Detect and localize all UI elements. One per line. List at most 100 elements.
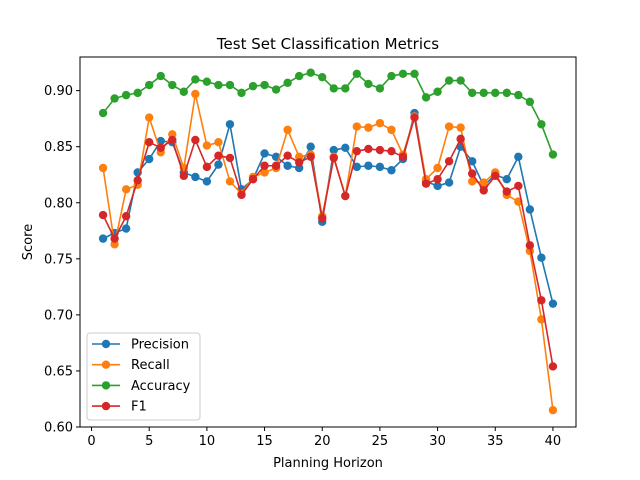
- data-point-precision: [202, 177, 212, 186]
- data-point-recall: [387, 125, 396, 135]
- x-tick-label: 5: [145, 434, 153, 449]
- data-point-accuracy: [145, 80, 154, 90]
- data-point-accuracy: [121, 90, 131, 100]
- data-point-accuracy: [410, 69, 419, 79]
- data-point-f1: [491, 171, 500, 181]
- legend-item-recall: Recall: [92, 358, 170, 373]
- data-point-accuracy: [179, 87, 189, 96]
- data-point-f1: [202, 162, 212, 172]
- data-point-accuracy: [387, 71, 396, 81]
- data-point-accuracy: [433, 87, 442, 96]
- data-point-f1: [121, 212, 131, 221]
- series-accuracy: [98, 68, 558, 159]
- legend-item-accuracy: Accuracy: [92, 379, 191, 394]
- data-point-precision: [537, 253, 546, 262]
- data-point-accuracy: [156, 71, 165, 81]
- data-point-f1: [479, 186, 488, 195]
- data-point-f1: [306, 152, 315, 161]
- y-tick-label: 0.90: [44, 84, 73, 99]
- data-point-f1: [444, 157, 454, 166]
- data-point-f1: [341, 191, 350, 201]
- data-point-recall: [98, 163, 108, 173]
- legend-item-f1: F1: [92, 400, 147, 415]
- series-f1: [98, 113, 558, 371]
- legend-swatch-marker: [101, 401, 111, 411]
- data-point-f1: [214, 151, 223, 160]
- data-point-precision: [156, 136, 165, 146]
- series-precision: [98, 108, 558, 308]
- x-tick-label: 30: [429, 434, 446, 449]
- data-point-recall: [433, 163, 442, 173]
- data-point-precision: [433, 181, 442, 191]
- y-axis-title: Score: [21, 224, 36, 260]
- data-point-precision: [260, 149, 269, 158]
- data-point-accuracy: [271, 85, 281, 94]
- data-point-precision: [548, 299, 558, 308]
- x-tick-label: 0: [87, 434, 95, 449]
- series-line-f1: [102, 116, 554, 367]
- data-point-accuracy: [260, 80, 269, 90]
- data-point-f1: [467, 169, 477, 178]
- data-point-f1: [225, 153, 235, 163]
- series-layer: [98, 68, 558, 415]
- data-point-f1: [145, 138, 154, 147]
- data-point-recall: [467, 177, 477, 186]
- y-tick-label: 0.65: [44, 364, 73, 379]
- data-point-f1: [168, 135, 177, 145]
- data-point-f1: [260, 161, 269, 170]
- data-point-accuracy: [283, 78, 292, 87]
- data-point-accuracy: [456, 76, 465, 85]
- data-point-f1: [375, 145, 385, 155]
- data-point-precision: [364, 161, 373, 170]
- y-axis-ticks: 0.60 0.65 0.70 0.75 0.80 0.85 0.90: [44, 84, 80, 436]
- x-axis-title: Planning Horizon: [273, 456, 383, 471]
- data-point-accuracy: [225, 80, 235, 90]
- data-point-accuracy: [491, 88, 500, 98]
- y-tick-label: 0.75: [44, 252, 73, 267]
- data-point-f1: [318, 214, 327, 223]
- data-point-recall: [202, 141, 212, 150]
- data-point-accuracy: [168, 80, 177, 90]
- data-point-f1: [98, 210, 108, 220]
- data-point-precision: [502, 175, 511, 184]
- data-point-precision: [329, 145, 338, 155]
- data-point-f1: [156, 143, 165, 153]
- data-point-f1: [364, 144, 373, 154]
- data-point-accuracy: [444, 76, 454, 85]
- data-point-accuracy: [214, 80, 223, 90]
- legend-swatch-marker: [101, 360, 111, 369]
- data-point-f1: [237, 190, 246, 200]
- data-point-precision: [467, 157, 477, 166]
- y-tick-label: 0.60: [44, 421, 73, 436]
- data-point-precision: [525, 205, 535, 214]
- data-point-precision: [341, 143, 350, 153]
- plot-area-frame: [79, 56, 577, 428]
- legend-label: Recall: [131, 358, 170, 373]
- data-point-accuracy: [364, 79, 373, 89]
- data-point-accuracy: [329, 84, 338, 93]
- data-point-accuracy: [502, 88, 511, 98]
- x-tick-label: 25: [372, 434, 389, 449]
- data-point-f1: [191, 135, 200, 145]
- data-point-f1: [398, 152, 408, 161]
- data-point-f1: [525, 241, 535, 250]
- data-point-f1: [537, 296, 546, 305]
- data-point-recall: [225, 177, 235, 186]
- data-point-accuracy: [191, 75, 200, 84]
- y-tick-label: 0.80: [44, 196, 73, 211]
- data-point-recall: [479, 178, 488, 187]
- data-point-precision: [514, 152, 523, 161]
- data-point-accuracy: [248, 81, 258, 91]
- data-point-precision: [145, 154, 154, 164]
- data-point-accuracy: [110, 94, 119, 103]
- data-point-f1: [133, 176, 142, 185]
- data-point-accuracy: [421, 93, 431, 102]
- data-point-recall: [191, 89, 200, 99]
- data-point-recall: [537, 315, 546, 324]
- legend-swatch-marker: [101, 381, 111, 390]
- data-point-f1: [294, 158, 304, 167]
- x-axis-ticks: 0 5 10 15 20 25 30 35 40: [87, 427, 561, 449]
- data-point-f1: [410, 113, 419, 122]
- data-point-accuracy: [548, 150, 558, 159]
- legend-label: Accuracy: [131, 379, 191, 394]
